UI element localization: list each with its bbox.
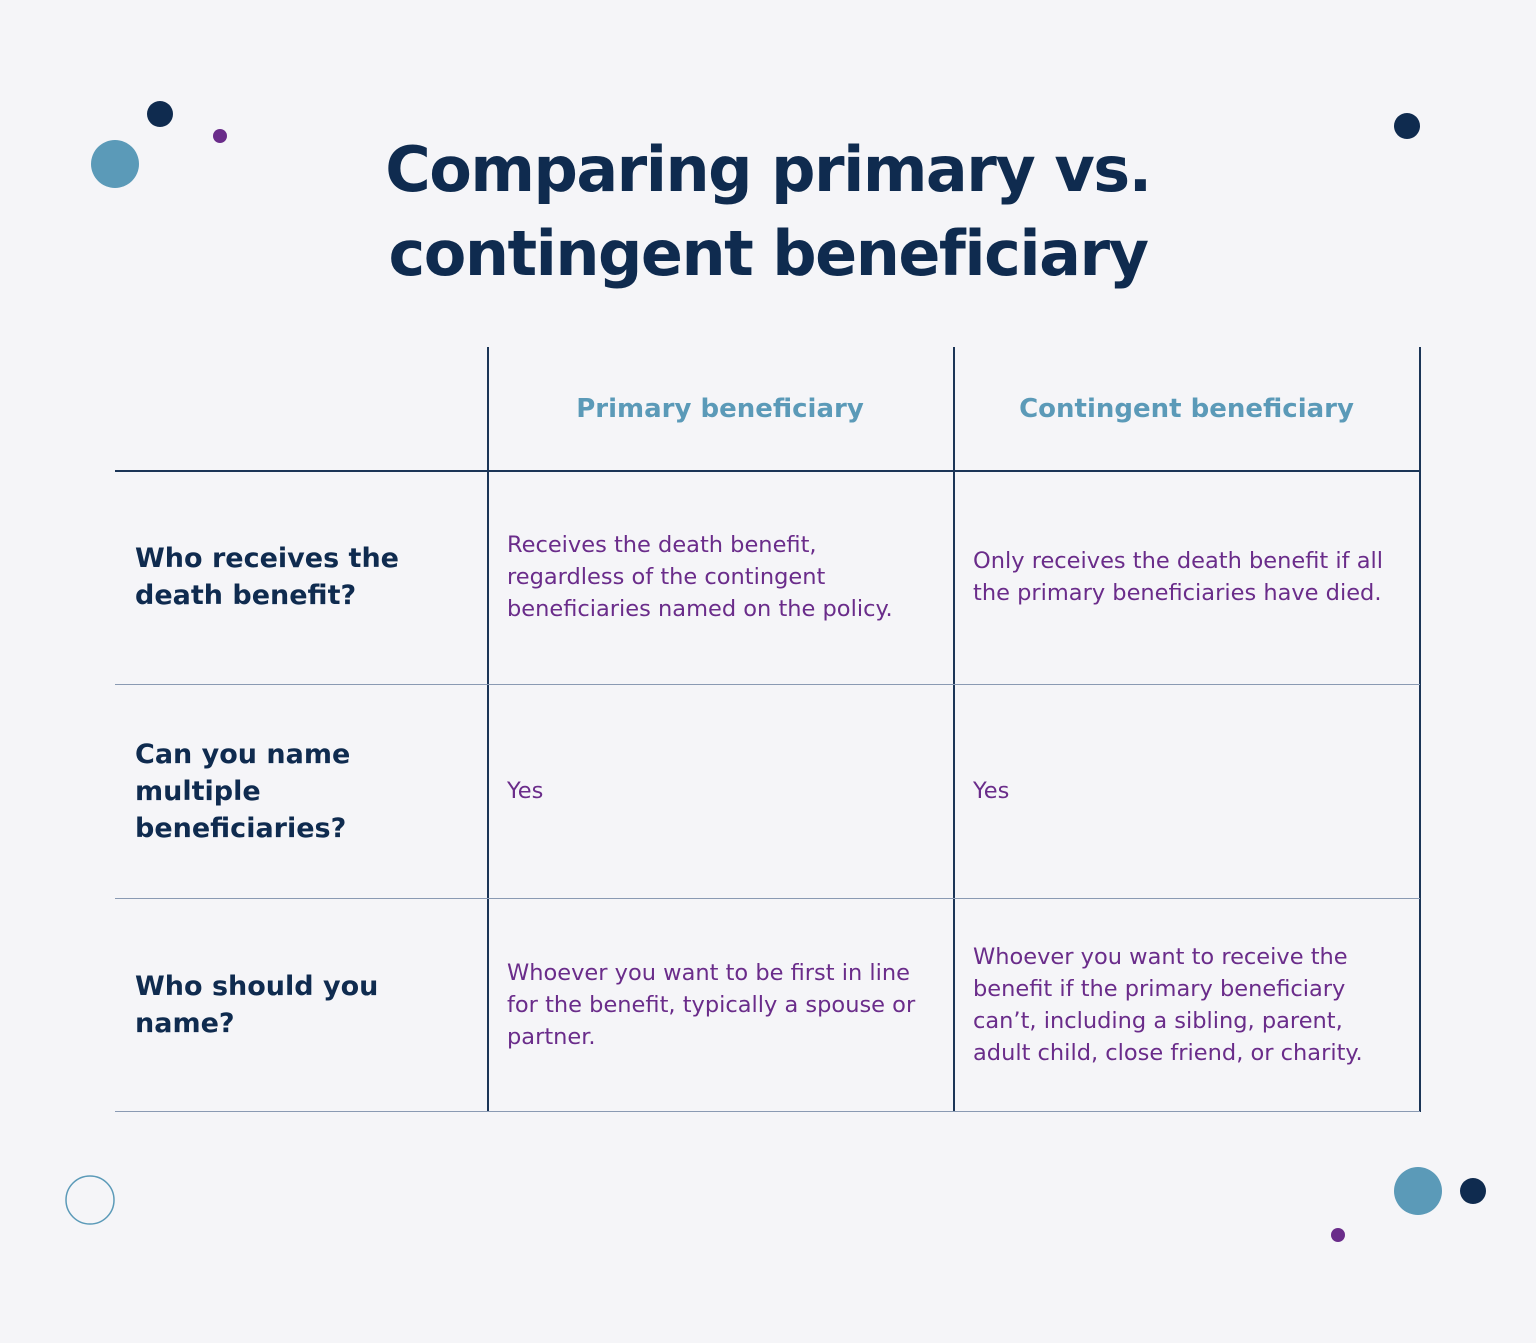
row-header: Who should you name? bbox=[135, 970, 379, 1039]
row-header: Who receives the death benefit? bbox=[135, 543, 399, 611]
dot bbox=[91, 140, 139, 188]
dot bbox=[1460, 1178, 1486, 1204]
table-cell: Yes bbox=[507, 778, 544, 804]
dot bbox=[213, 129, 227, 143]
table-cell: Only receives the death benefit if all t… bbox=[973, 548, 1383, 606]
title: Comparing primary vs. contingent benefic… bbox=[385, 133, 1152, 290]
row-divider bbox=[115, 898, 1420, 899]
table-cell: Yes bbox=[973, 778, 1010, 804]
table-cell: Whoever you want to be first in line for… bbox=[507, 959, 916, 1050]
ring bbox=[65, 1175, 115, 1225]
row-divider bbox=[115, 1111, 1420, 1112]
column-divider bbox=[1419, 347, 1421, 1112]
column-divider bbox=[487, 347, 489, 1112]
column-divider bbox=[953, 347, 955, 1112]
column-header: Primary beneficiary bbox=[576, 393, 864, 424]
dot bbox=[1394, 113, 1420, 139]
table-cell: Receives the death benefit, regardless o… bbox=[507, 532, 893, 622]
column-header: Contingent beneficiary bbox=[1019, 393, 1354, 424]
dot bbox=[1394, 1167, 1442, 1215]
table-cell: Whoever you want to receive the benefit … bbox=[973, 943, 1363, 1066]
dot bbox=[1331, 1228, 1345, 1242]
row-divider bbox=[115, 470, 1420, 472]
row-divider bbox=[115, 684, 1420, 685]
row-header: Can you name multiple beneficiaries? bbox=[135, 738, 351, 844]
dot bbox=[147, 101, 173, 127]
